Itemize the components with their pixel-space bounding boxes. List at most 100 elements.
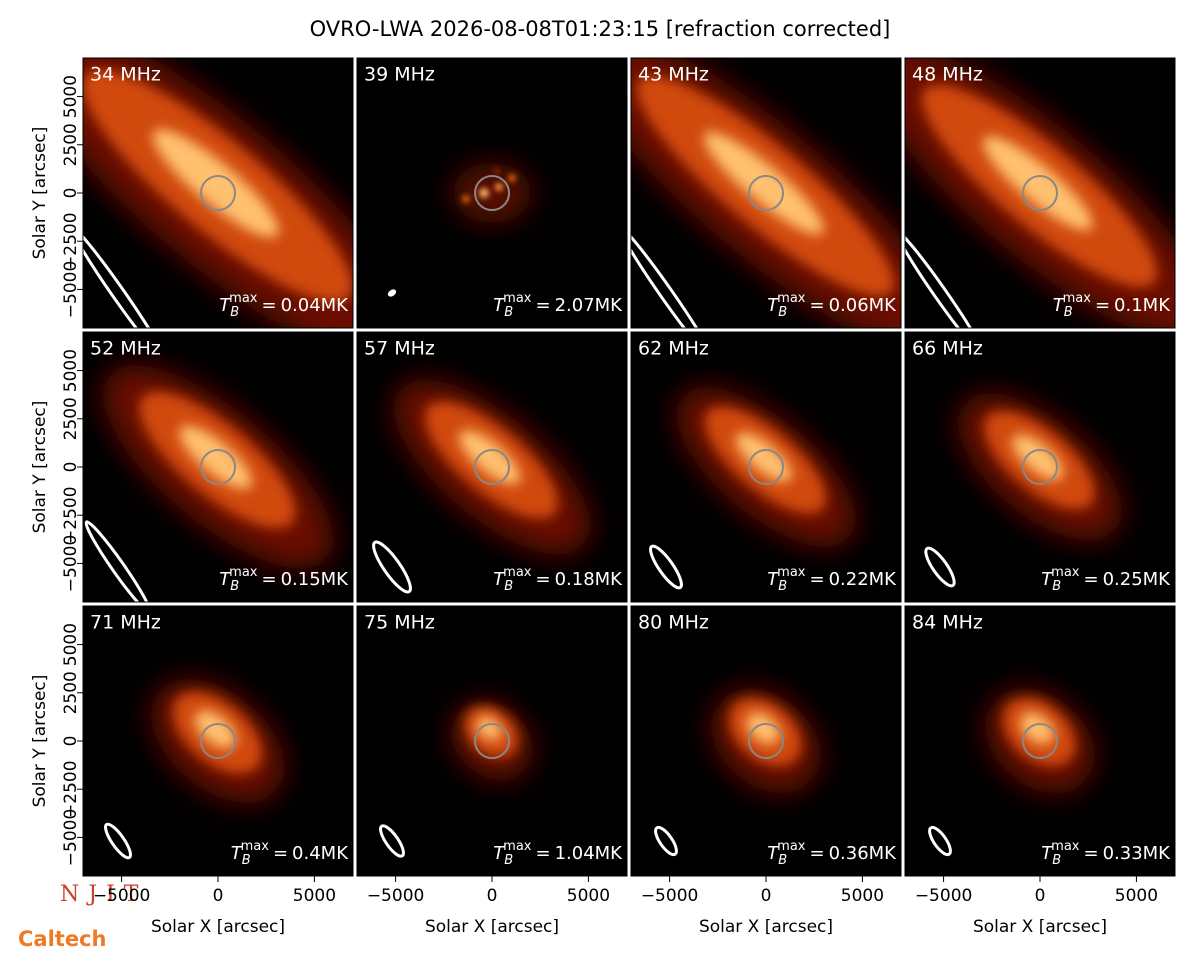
panel (357, 606, 627, 876)
panel (83, 332, 353, 602)
solar-disk (1022, 723, 1058, 759)
panel (631, 58, 901, 328)
solar-disk (748, 723, 784, 759)
y-tick-label: 0 (61, 736, 81, 747)
x-tick-label: −5000 (641, 886, 699, 906)
beam (83, 225, 166, 328)
source-core (1020, 712, 1054, 745)
tmax-part: T (1041, 843, 1054, 864)
tmax-part: 0.25MK (1103, 569, 1172, 590)
freq-label: 43 MHz (638, 64, 709, 86)
y-tick-label: −5000 (61, 261, 81, 319)
tmax-part: T (219, 569, 232, 590)
tmax-part: T (231, 843, 244, 864)
x-tick-label: 5000 (567, 886, 610, 906)
y-tick-label: 0 (61, 188, 81, 199)
y-tick-label: −2500 (61, 212, 81, 270)
solar-disk (474, 449, 510, 485)
tmax-part: 0.33MK (1103, 843, 1172, 864)
solar-disk (200, 175, 236, 211)
freq-label: 52 MHz (90, 338, 161, 360)
tmax-part: T (219, 295, 232, 316)
tmax-part: max (503, 565, 532, 580)
tmax-part: 1.04MK (555, 843, 624, 864)
x-axis-label: Solar X [arcsec] (973, 917, 1107, 937)
tmax-part: B (504, 853, 513, 868)
tmax-part: B (778, 579, 787, 594)
tmax-part: 0.18MK (555, 569, 624, 590)
y-tick-label: 2500 (61, 123, 81, 166)
tmax-part: max (503, 839, 532, 854)
tmax-part: max (229, 291, 258, 306)
x-tick-label: 5000 (1115, 886, 1158, 906)
y-axis-label: Solar Y [arcsec] (30, 127, 50, 260)
tmax-part: max (503, 291, 532, 306)
tmax-part: = (261, 295, 276, 316)
source-core (152, 129, 279, 238)
tmax-part: T (1041, 569, 1054, 590)
tmax-part: = (1083, 843, 1098, 864)
tmax-label: TBmax = 2.07MK (493, 291, 623, 320)
source (462, 195, 470, 203)
tmax-part: = (1083, 569, 1098, 590)
y-tick-label: −2500 (61, 760, 81, 818)
tmax-part: B (1052, 579, 1061, 594)
tmax-label: TBmax = 0.1MK (1053, 291, 1172, 320)
source-core (1012, 434, 1064, 480)
panel-frame (904, 57, 1176, 329)
tmax-part: B (242, 853, 251, 868)
beam (654, 825, 678, 857)
logo: Caltech (18, 927, 106, 951)
tmax-part: = (273, 843, 288, 864)
tmax-part: = (809, 843, 824, 864)
x-tick-label: −5000 (367, 886, 425, 906)
beam (104, 822, 132, 860)
freq-label: 66 MHz (912, 338, 983, 360)
tmax-part: max (241, 839, 270, 854)
beam (905, 229, 985, 328)
tmax-label: TBmax = 1.04MK (493, 839, 623, 868)
tmax-part: B (1064, 305, 1073, 320)
tmax-part: T (767, 295, 780, 316)
tmax-part: T (493, 295, 506, 316)
tmax-part: B (778, 853, 787, 868)
x-tick-label: −5000 (915, 886, 973, 906)
tmax-part: max (777, 565, 806, 580)
solar-disk (1022, 175, 1058, 211)
beam (928, 825, 952, 857)
tmax-label: TBmax = 0.33MK (1041, 839, 1171, 868)
tmax-part: 0.04MK (281, 295, 350, 316)
tmax-part: max (1063, 291, 1092, 306)
tmax-part: B (504, 305, 513, 320)
tmax-part: 2.07MK (555, 295, 624, 316)
y-tick-label: −5000 (61, 809, 81, 867)
tmax-part: T (1053, 295, 1066, 316)
freq-label: 48 MHz (912, 64, 983, 86)
tmax-part: T (493, 843, 506, 864)
tmax-part: = (1095, 295, 1110, 316)
beam (649, 544, 683, 590)
x-axis-label: Solar X [arcsec] (151, 917, 285, 937)
tmax-part: B (230, 579, 239, 594)
tmax-part: 0.4MK (292, 843, 349, 864)
panel (905, 58, 1175, 328)
x-tick-label: 0 (213, 886, 224, 906)
x-tick-label: 0 (1035, 886, 1046, 906)
title: OVRO-LWA 2026-08-08T01:23:15 [refraction… (310, 17, 891, 41)
x-axis-label: Solar X [arcsec] (425, 917, 559, 937)
tmax-label: TBmax = 0.04MK (219, 291, 349, 320)
logo: NJIT (60, 882, 147, 907)
tmax-label: TBmax = 0.36MK (767, 839, 897, 868)
tmax-part: T (493, 569, 506, 590)
tmax-part: 0.36MK (829, 843, 898, 864)
source-core (746, 712, 780, 745)
x-tick-label: 0 (487, 886, 498, 906)
panel (905, 332, 1175, 602)
tmax-part: max (777, 839, 806, 854)
panel (357, 332, 627, 602)
y-tick-label: −2500 (61, 486, 81, 544)
freq-label: 75 MHz (364, 612, 435, 634)
source-core (458, 430, 521, 485)
solar-disk (474, 723, 510, 759)
tmax-label: TBmax = 0.06MK (767, 291, 897, 320)
